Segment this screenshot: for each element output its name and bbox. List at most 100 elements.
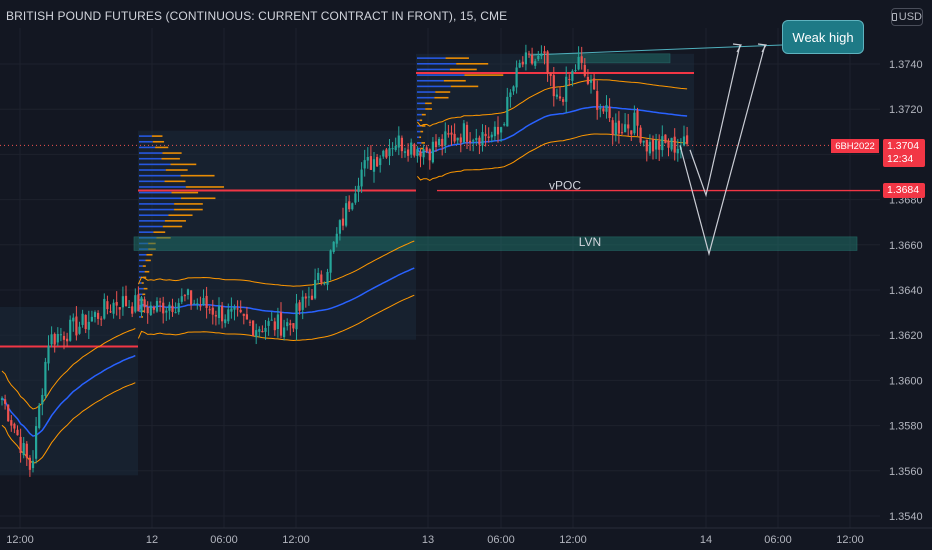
profile-day-12-bar-blue: [139, 146, 156, 149]
candle-up: [69, 319, 72, 341]
profile-day-12-bar-orange: [164, 180, 186, 183]
candle-up: [633, 112, 636, 134]
candle-up: [354, 193, 357, 203]
candle-up: [258, 329, 261, 332]
candle-down: [159, 301, 162, 303]
candle-down: [320, 274, 323, 283]
candle-down: [106, 301, 109, 310]
candle-up: [438, 138, 441, 146]
candle-up: [31, 460, 35, 469]
profile-day-13-bar-blue: [417, 119, 420, 122]
candle-down: [459, 137, 462, 143]
candle-down: [109, 311, 112, 313]
candle-down: [221, 305, 224, 322]
candle-up: [332, 241, 335, 253]
price-tick-label: 1.3600: [889, 375, 923, 387]
profile-day-12-bar-orange: [142, 276, 147, 279]
candle-down: [686, 135, 689, 144]
profile-day-12-bar-orange: [181, 197, 216, 200]
profile-day-12-bar-blue: [139, 282, 142, 284]
profile-day-12-bar-orange: [174, 208, 203, 211]
profile-day-13-bar-blue: [417, 85, 451, 88]
profile-day-13-bar-blue: [417, 125, 422, 127]
candle-up: [540, 53, 543, 57]
profile-day-13-bar-orange: [419, 119, 423, 122]
profile-day-12-bar-blue: [139, 225, 163, 228]
lvn-label: LVN: [579, 235, 601, 249]
candle-down: [441, 138, 444, 147]
currency-button[interactable]: USD: [891, 8, 923, 26]
candle-down: [450, 132, 453, 135]
profile-day-13-bar-orange: [449, 68, 477, 71]
candle-up: [35, 426, 38, 459]
candle-up: [186, 289, 190, 295]
currency-label: USD: [898, 11, 922, 23]
candle-up: [379, 158, 382, 166]
candle-down: [289, 323, 292, 326]
profile-day-12-bar-orange: [142, 293, 146, 296]
profile-day-13-bar-orange: [434, 96, 449, 99]
profile-day-13-bar-orange: [420, 147, 424, 150]
weak-high-label[interactable]: Weak high: [782, 20, 864, 54]
candle-down: [562, 99, 565, 102]
candle-down: [611, 120, 614, 135]
profile-day-12-bar-blue: [139, 220, 165, 222]
symbol-tag-label: 6BH2022: [835, 140, 875, 152]
profile-day-12-bar-orange: [171, 191, 199, 194]
profile-day-12-bar-orange: [155, 146, 169, 149]
candle-up: [224, 319, 227, 324]
profile-day-12-bar-orange: [141, 316, 144, 318]
profile-day-12-bar-blue: [139, 253, 147, 256]
candle-up: [574, 70, 577, 72]
profile-day-12-bar-orange: [143, 287, 148, 290]
vwap-layer: [1, 79, 688, 464]
profile-day-12-bar-blue: [139, 270, 145, 273]
candle-down: [236, 308, 239, 310]
candle-down: [7, 404, 10, 422]
profile-day-13-bar-blue: [417, 108, 426, 110]
candle-down: [211, 307, 214, 315]
candle-up: [78, 326, 81, 334]
profile-day-13-bar-blue: [417, 142, 422, 144]
candle-down: [593, 78, 596, 90]
profile-day-12-bar-blue: [139, 163, 171, 166]
profile-day-12-bar-orange: [146, 253, 153, 256]
candle-down: [425, 147, 428, 152]
profile-day-13-bar-orange: [421, 125, 426, 127]
price-axis-bg: [880, 0, 932, 528]
candle-up: [134, 295, 137, 312]
candle-down: [131, 306, 134, 314]
value-area-high-line: [1, 79, 688, 410]
candle-up: [270, 319, 273, 321]
price-tick-label: 1.3720: [889, 104, 923, 116]
candle-down: [407, 149, 410, 156]
profile-day-13-bar-blue: [417, 102, 426, 105]
candle-up: [44, 361, 47, 396]
candle-down: [199, 305, 202, 307]
candle-down: [496, 126, 500, 135]
candle-up: [227, 309, 230, 322]
candle-up: [360, 169, 363, 187]
candle-down: [617, 120, 620, 134]
candle-up: [267, 321, 270, 326]
candle-down: [273, 321, 276, 331]
candle-up: [283, 327, 286, 338]
time-tick-label: 12:00: [282, 534, 310, 546]
candle-down: [630, 130, 633, 135]
profile-day-12-bar-blue: [139, 157, 162, 160]
profile-day-12-bar-blue: [139, 293, 143, 296]
time-tick-label: 12: [146, 534, 158, 546]
time-axis: 12:00 12 06:00 12:00 13 06:00 12:00 14 06:00 12:0…: [0, 527, 932, 546]
candle-up: [366, 156, 369, 161]
candle-up: [481, 132, 484, 146]
candle-up: [174, 312, 177, 314]
profile-day-12-bar-orange: [174, 203, 203, 205]
candle-up: [301, 296, 304, 310]
candle-up: [410, 142, 413, 155]
candle-up: [382, 150, 385, 157]
profile-day-12-bar-blue: [139, 135, 152, 137]
candle-down: [664, 134, 667, 144]
candle-up: [345, 203, 348, 226]
candle-up: [149, 305, 152, 316]
